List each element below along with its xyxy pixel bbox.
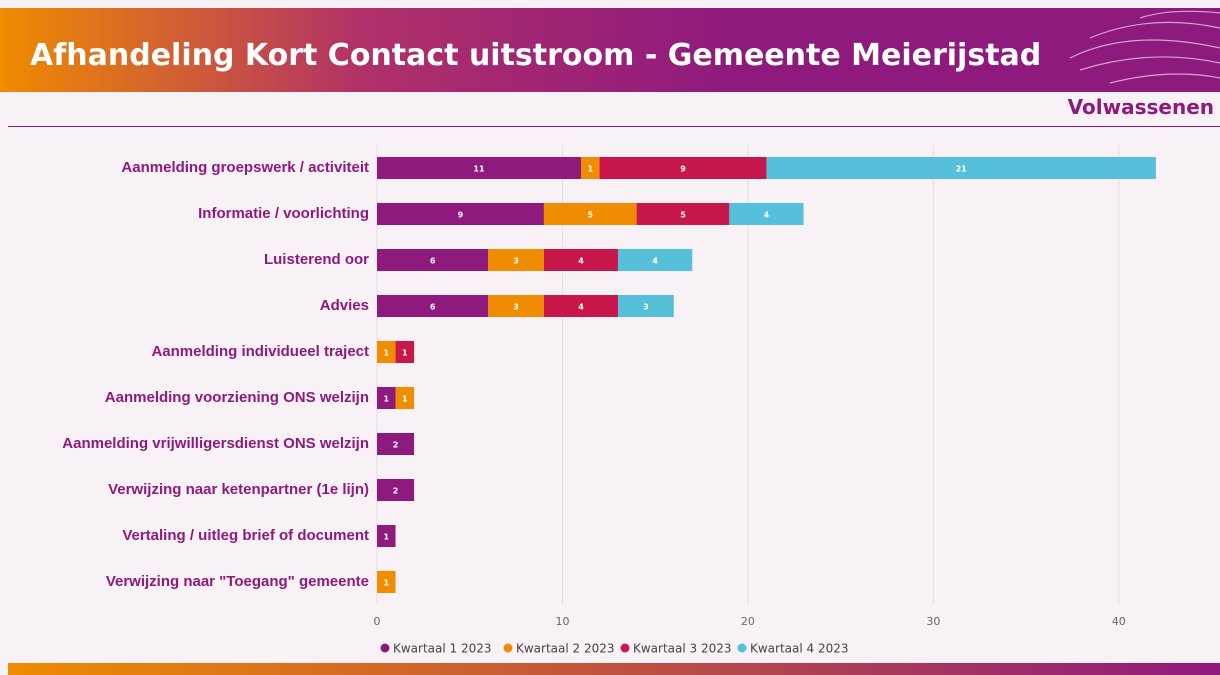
value-label: 1 [383, 349, 389, 358]
value-label: 1 [402, 349, 408, 358]
value-label: 4 [578, 303, 584, 312]
legend-label: Kwartaal 3 2023 [633, 642, 732, 656]
value-label: 1 [383, 395, 389, 404]
legend-label: Kwartaal 4 2023 [750, 642, 849, 656]
y-tick-label: Informatie / voorlichting [198, 205, 369, 222]
value-label: 2 [393, 441, 399, 450]
value-label: 1 [383, 533, 389, 542]
value-label: 1 [383, 579, 389, 588]
x-tick-label: 30 [926, 615, 940, 628]
legend-marker [381, 644, 390, 653]
x-tick-label: 0 [374, 615, 381, 628]
value-label: 2 [393, 487, 399, 496]
y-tick-label: Verwijzing naar "Toegang" gemeente [106, 573, 369, 590]
footer-bar [8, 663, 1220, 675]
page: Afhandeling Kort Contact uitstroom - Gem… [0, 0, 1220, 675]
value-label: 4 [652, 257, 658, 266]
y-tick-label: Advies [320, 297, 369, 314]
x-tick-label: 40 [1112, 615, 1126, 628]
value-label: 3 [513, 257, 519, 266]
y-tick-label: Aanmelding individueel traject [151, 343, 369, 360]
legend-label: Kwartaal 1 2023 [393, 642, 492, 656]
y-tick-label: Luisterend oor [264, 251, 369, 268]
value-label: 4 [578, 257, 584, 266]
legend-marker [621, 644, 630, 653]
value-label: 9 [458, 211, 464, 220]
y-tick-label: Aanmelding groepswerk / activiteit [121, 159, 369, 176]
value-label: 3 [513, 303, 519, 312]
y-tick-label: Verwijzing naar ketenpartner (1e lijn) [108, 481, 369, 498]
value-label: 6 [430, 257, 436, 266]
value-label: 3 [643, 303, 649, 312]
value-label: 9 [680, 165, 686, 174]
y-tick-label: Vertaling / uitleg brief of document [122, 527, 369, 544]
legend-label: Kwartaal 2 2023 [516, 642, 615, 656]
value-label: 5 [680, 211, 686, 220]
y-tick-label: Aanmelding voorziening ONS welzijn [105, 389, 369, 406]
legend-marker [738, 644, 747, 653]
value-label: 4 [764, 211, 770, 220]
x-tick-label: 10 [555, 615, 569, 628]
legend-marker [504, 644, 513, 653]
x-tick-label: 20 [741, 615, 755, 628]
value-label: 1 [402, 395, 408, 404]
value-label: 21 [956, 165, 968, 174]
value-label: 1 [587, 165, 593, 174]
value-label: 11 [473, 165, 485, 174]
value-label: 5 [587, 211, 593, 220]
chart: 0 10 20 30 40 Aanmelding groepswerk / activit… [0, 0, 1220, 675]
value-label: 6 [430, 303, 436, 312]
y-tick-label: Aanmelding vrijwilligersdienst ONS welzi… [62, 435, 369, 452]
